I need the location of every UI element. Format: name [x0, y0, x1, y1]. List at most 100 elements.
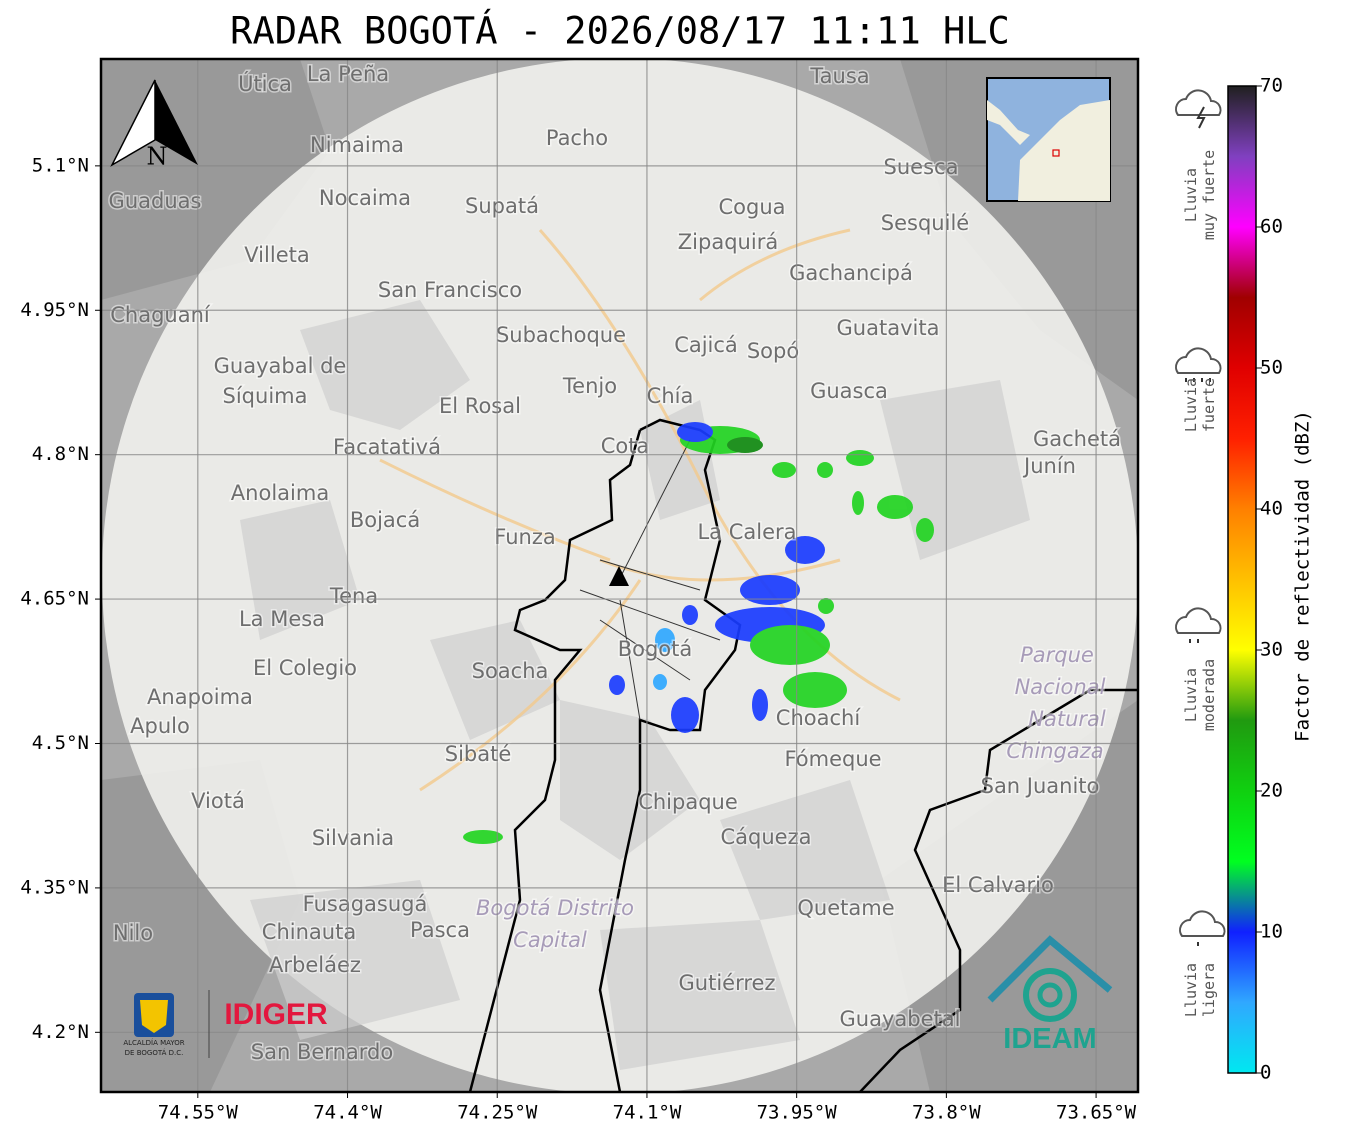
place-label: Fusagasugá [303, 892, 428, 916]
y-tick-label: 4.5°N [32, 732, 89, 754]
logo-text: ALCALDÍA MAYOR [123, 1038, 184, 1047]
place-label: Nocaima [319, 186, 411, 210]
place-label: Chía [647, 384, 694, 408]
place-label: Cáqueza [721, 825, 812, 849]
place-label: Natural [1028, 707, 1106, 731]
colorbar [1227, 85, 1257, 1074]
place-label: Nacional [1015, 675, 1106, 699]
colorbar-tick-label: 20 [1260, 780, 1283, 802]
rain-label: Lluvia [1182, 963, 1200, 1017]
echo [653, 674, 667, 690]
logo-text: DE BOGOTÁ D.C. [125, 1048, 184, 1057]
echo [655, 628, 675, 652]
place-label: Facatativá [333, 435, 441, 459]
echo [785, 536, 825, 564]
place-label: Nimaima [310, 133, 404, 157]
echo [671, 697, 699, 733]
place-label: Gutiérrez [679, 971, 776, 995]
y-tick-label: 4.35°N [20, 876, 89, 898]
place-label: Viotá [191, 789, 245, 813]
place-label: Choachí [776, 706, 862, 730]
rain-label: Lluvia [1182, 668, 1200, 722]
colorbar-tick-label: 70 [1260, 75, 1283, 97]
colorbar-ticks: 0 10 20 30 40 50 60 70 [1256, 75, 1283, 1084]
place-label: Silvania [312, 826, 394, 850]
place-label: Funza [494, 525, 555, 549]
place-label: Pasca [410, 918, 470, 942]
place-label: El Colegio [253, 656, 357, 680]
place-label: Guayabal de [214, 354, 347, 378]
y-tick-label: 4.95°N [20, 299, 89, 321]
radar-site [609, 566, 629, 586]
logo-ideam-text: IDEAM [1003, 1023, 1096, 1055]
place-label: Síquima [223, 384, 308, 408]
place-label: Bojacá [350, 508, 420, 532]
place-label: Subachoque [496, 323, 626, 347]
x-tick-label: 74.55°W [158, 1102, 239, 1124]
map-frame [99, 57, 1140, 1094]
rain-label: moderada [1200, 659, 1218, 731]
north-label: N [147, 143, 168, 171]
x-tick-label: 74.1°W [613, 1102, 682, 1124]
place-label: Suesca [884, 155, 959, 179]
place-label: Villeta [244, 243, 309, 267]
colorbar-label: Factor de reflectividad (dBZ) [1292, 410, 1314, 742]
place-label: Guayabetal [840, 1007, 961, 1031]
colorbar-tick-label: 30 [1260, 639, 1283, 661]
echo [877, 495, 913, 519]
place-label: Tena [329, 584, 378, 608]
place-label: Anolaima [231, 481, 329, 505]
place-label: Junín [1022, 454, 1076, 478]
place-label: Soacha [472, 659, 549, 683]
place-label: El Rosal [439, 394, 521, 418]
y-tick-label: 5.1°N [32, 154, 89, 176]
echo [609, 675, 625, 695]
echo [677, 422, 713, 442]
place-label: Capital [513, 928, 587, 952]
place-label: San Juanito [981, 774, 1100, 798]
echo [752, 689, 768, 721]
place-label: Apulo [130, 714, 190, 738]
y-tick-label: 4.65°N [20, 588, 89, 610]
echo [750, 625, 830, 665]
place-label: Chipaque [638, 790, 738, 814]
logo-alcaldia: ALCALDÍA MAYOR DE BOGOTÁ D.C. [123, 990, 210, 1058]
echo [727, 437, 763, 453]
place-label: Guaduas [109, 189, 202, 213]
logo-idiger: IDIGER [224, 998, 328, 1031]
x-tick-label: 73.65°W [1056, 1102, 1137, 1124]
place-label: Sibaté [445, 742, 512, 766]
rain-icons [1175, 89, 1226, 946]
place-label: Supatá [465, 194, 539, 218]
place-label: Tenjo [562, 374, 617, 398]
place-label: Guatavita [837, 316, 940, 340]
colorbar-tick-label: 40 [1260, 498, 1283, 520]
echo [818, 598, 834, 614]
north-arrow: N [110, 79, 198, 171]
colorbar-tick-label: 60 [1260, 216, 1283, 238]
logo-ideam: IDEAM [987, 935, 1113, 1055]
echo [916, 518, 934, 542]
echo [846, 450, 874, 466]
place-label: Sesquilé [881, 211, 969, 235]
x-tick-label: 73.8°W [912, 1102, 981, 1124]
radar-echoes [463, 422, 934, 844]
place-label: Cajicá [674, 333, 738, 357]
place-label: La Mesa [239, 607, 325, 631]
colorbar-tick-label: 0 [1260, 1062, 1271, 1084]
place-label: Nilo [113, 921, 153, 945]
echo [852, 491, 864, 515]
echo [682, 605, 698, 625]
colorbar-tick-label: 10 [1260, 921, 1283, 943]
place-label: Pacho [546, 126, 608, 150]
place-label: Cogua [718, 195, 785, 219]
echo [740, 575, 800, 605]
x-tick-label: 74.25°W [457, 1102, 538, 1124]
place-label: Gachetá [1033, 427, 1121, 451]
place-label: Bogotá Distrito [476, 896, 634, 920]
place-label: San Francisco [378, 278, 522, 302]
x-tick-label: 74.4°W [313, 1102, 382, 1124]
rain-label: fuerte [1200, 378, 1218, 432]
